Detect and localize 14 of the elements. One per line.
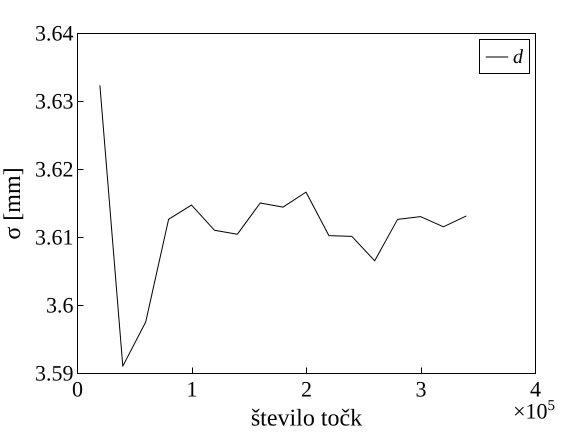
y-tick-label: 3.59 <box>35 360 74 386</box>
y-tick-label: 3.64 <box>35 20 74 46</box>
y-tick-label: 3.62 <box>35 156 74 182</box>
y-tick-label: 3.61 <box>35 224 74 250</box>
line-series <box>99 84 467 367</box>
y-axis-title: σ [mm] <box>0 167 26 240</box>
legend-label: d <box>513 46 524 68</box>
x-tick-label: 3 <box>416 376 426 402</box>
y-tick-label: 3.6 <box>46 292 74 318</box>
y-tick-label: 3.63 <box>35 88 74 114</box>
x-tick-label: 2 <box>301 376 312 402</box>
x-tick-label: 1 <box>186 376 198 402</box>
x-tick-label: 0 <box>72 376 83 402</box>
x-axis-title: število točk <box>250 406 362 432</box>
